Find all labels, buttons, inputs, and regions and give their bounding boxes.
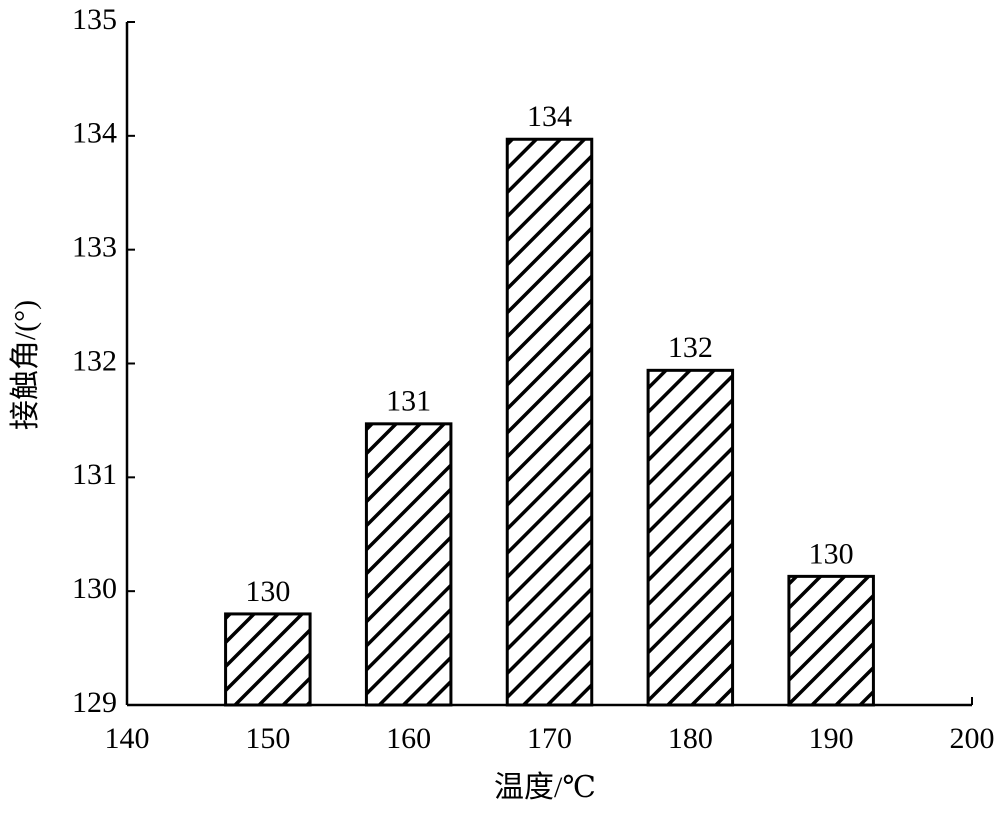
x-tick-label: 170 xyxy=(527,722,572,755)
bar xyxy=(646,368,735,707)
bar xyxy=(505,137,594,707)
y-axis-title: 接触角/(°) xyxy=(9,300,42,430)
bar xyxy=(224,612,312,707)
x-tick-label: 180 xyxy=(668,722,713,755)
x-axis-title: 温度/℃ xyxy=(494,771,596,804)
value-label: 130 xyxy=(809,537,854,570)
y-tick-label: 132 xyxy=(72,344,117,377)
x-tick-label: 160 xyxy=(386,722,431,755)
y-tick-label: 131 xyxy=(72,458,117,491)
x-tick-label: 200 xyxy=(950,722,995,755)
bar xyxy=(787,574,875,707)
y-tick-label: 130 xyxy=(72,572,117,605)
value-label: 132 xyxy=(668,331,713,364)
y-tick-label: 133 xyxy=(72,231,117,264)
y-tick-label: 135 xyxy=(72,3,117,36)
y-tick-label: 129 xyxy=(72,686,117,719)
value-label: 131 xyxy=(386,385,431,418)
y-tick-label: 134 xyxy=(72,117,117,150)
value-label: 134 xyxy=(527,100,572,133)
x-tick-label: 140 xyxy=(105,722,150,755)
x-tick-label: 150 xyxy=(245,722,290,755)
value-label: 130 xyxy=(245,575,290,608)
bar xyxy=(364,422,453,707)
x-tick-label: 190 xyxy=(809,722,854,755)
